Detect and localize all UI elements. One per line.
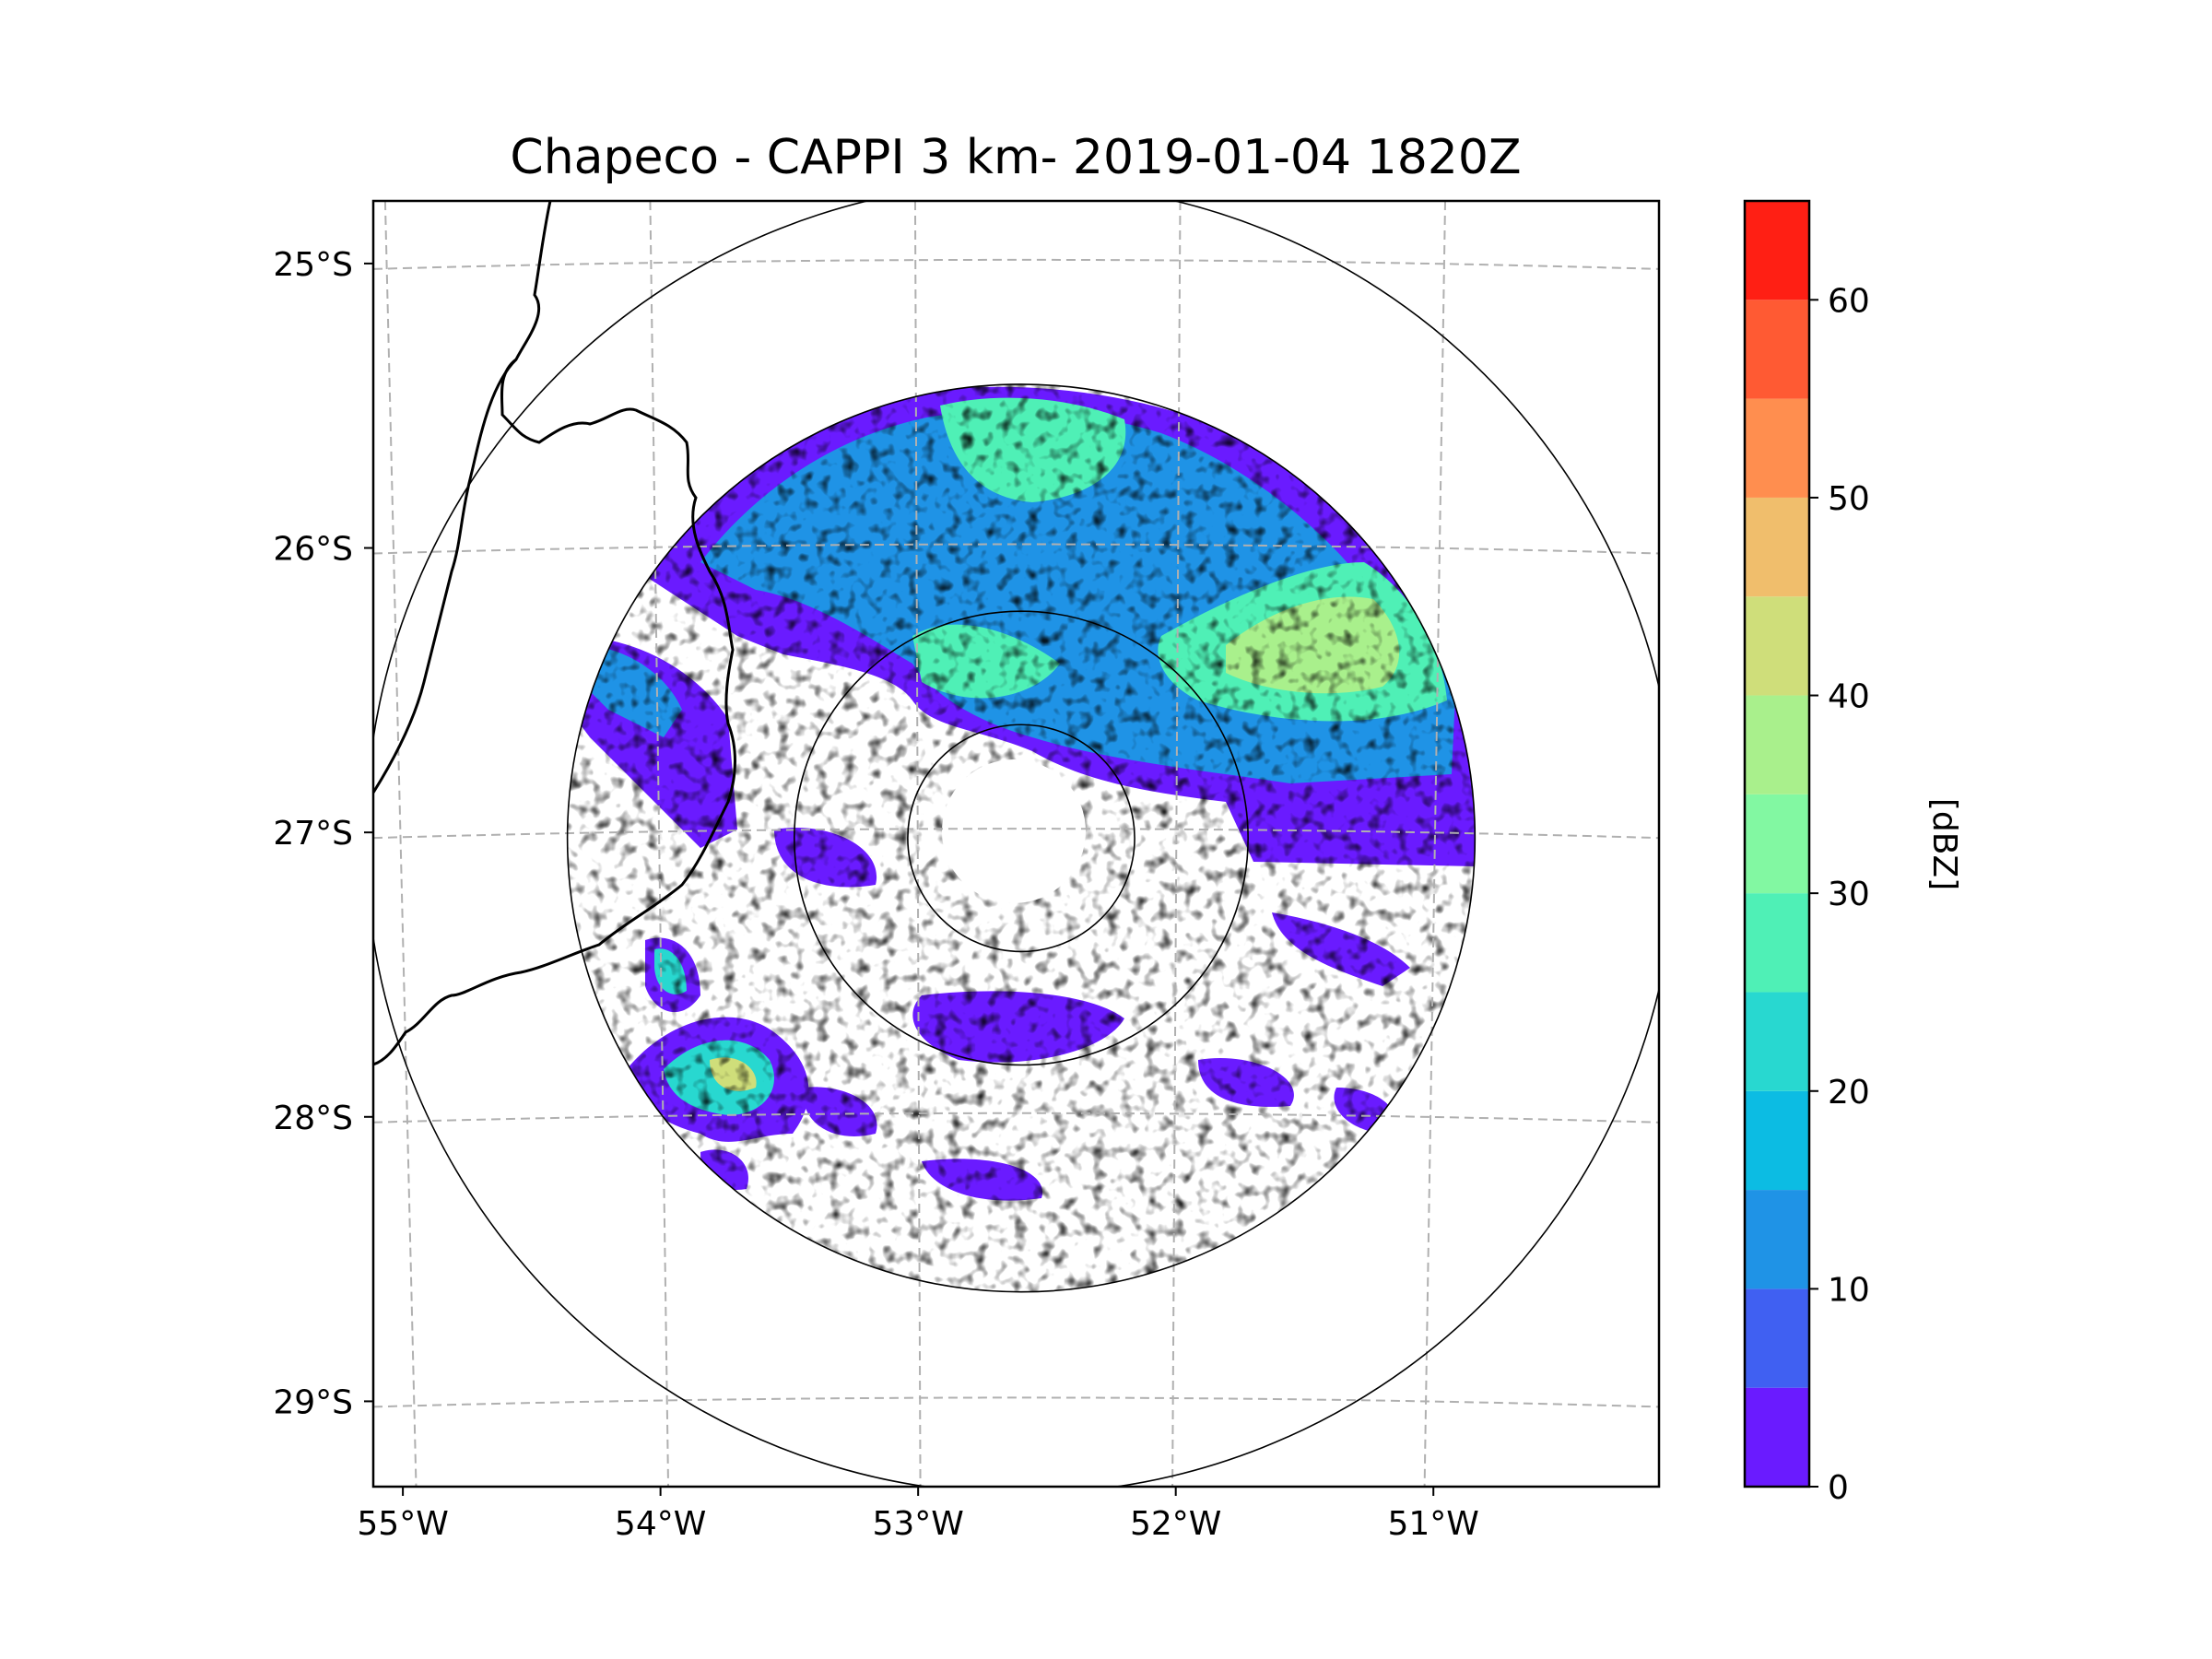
y-tick-label-2: 27°S bbox=[273, 815, 353, 853]
colorbar-tick-label-2: 20 bbox=[1828, 1074, 1870, 1112]
x-tick-label-3: 52°W bbox=[1130, 1505, 1221, 1543]
range-ring-1 bbox=[793, 610, 1249, 1066]
x-tick-label-0: 55°W bbox=[357, 1505, 448, 1543]
x-axis-ticks: 55°W 54°W 53°W 52°W 51°W bbox=[357, 1487, 1479, 1543]
colorbar: 0 10 20 30 40 50 60 bbox=[1743, 199, 1870, 1507]
y-tick-label-3: 28°S bbox=[273, 1100, 353, 1137]
x-tick-label-2: 53°W bbox=[872, 1505, 963, 1543]
colorbar-bin-8 bbox=[1745, 596, 1809, 696]
gridline-lat-3 bbox=[373, 1112, 1659, 1124]
colorbar-bin-0 bbox=[1745, 1387, 1809, 1487]
colorbar-bin-7 bbox=[1745, 695, 1809, 794]
graticule bbox=[373, 201, 1659, 1487]
gridline-lat-0 bbox=[373, 258, 1659, 270]
border-line-north bbox=[373, 358, 518, 794]
colorbar-tick-label-4: 40 bbox=[1828, 678, 1870, 716]
chart-title: Chapeco - CAPPI 3 km- 2019-01-04 1820Z bbox=[510, 130, 1521, 185]
colorbar-bin-6 bbox=[1745, 794, 1809, 894]
colorbar-bin-9 bbox=[1745, 497, 1809, 597]
colorbar-bin-12 bbox=[1745, 201, 1809, 300]
y-axis-ticks: 25°S 26°S 27°S 28°S 29°S bbox=[273, 246, 373, 1421]
plot-frame bbox=[371, 199, 1661, 1488]
colorbar-bin-1 bbox=[1745, 1288, 1809, 1388]
gridline-lon-1 bbox=[649, 201, 670, 1487]
colorbar-tick-label-6: 60 bbox=[1828, 282, 1870, 320]
gridline-lon-2 bbox=[913, 201, 922, 1487]
colorbar-bin-5 bbox=[1745, 893, 1809, 993]
colorbar-frame bbox=[1743, 199, 1811, 1488]
colorbar-tick-label-0: 0 bbox=[1828, 1469, 1849, 1507]
y-tick-label-0: 25°S bbox=[273, 246, 353, 284]
gridline-lon-3 bbox=[1171, 201, 1182, 1487]
gridline-lat-4 bbox=[373, 1396, 1659, 1408]
x-tick-label-1: 54°W bbox=[615, 1505, 706, 1543]
echo-gap-inner bbox=[942, 759, 1086, 903]
x-tick-label-4: 51°W bbox=[1388, 1505, 1479, 1543]
range-rings bbox=[373, 201, 1659, 1487]
state-borders bbox=[373, 201, 736, 1066]
colorbar-bin-4 bbox=[1745, 992, 1809, 1091]
colorbar-tick-label-3: 30 bbox=[1828, 876, 1870, 913]
colorbar-bin-11 bbox=[1745, 300, 1809, 399]
colorbar-bin-3 bbox=[1745, 1090, 1809, 1191]
colorbar-bin-10 bbox=[1745, 398, 1809, 498]
range-ring-2 bbox=[566, 383, 1477, 1293]
gridline-lat-2 bbox=[373, 828, 1659, 840]
border-line-west bbox=[373, 201, 736, 1066]
y-tick-label-4: 29°S bbox=[273, 1383, 353, 1421]
gridline-lat-1 bbox=[373, 543, 1659, 555]
colorbar-tick-label-1: 10 bbox=[1828, 1271, 1870, 1309]
y-tick-label-1: 26°S bbox=[273, 531, 353, 569]
colorbar-tick-label-5: 50 bbox=[1828, 480, 1870, 518]
gridline-lon-4 bbox=[1423, 201, 1447, 1487]
colorbar-bin-2 bbox=[1745, 1190, 1809, 1289]
range-ring-0 bbox=[907, 724, 1135, 953]
colorbar-label: [dBZ] bbox=[1925, 798, 1963, 890]
reflectivity-field bbox=[567, 383, 1476, 1292]
gridline-lon-0 bbox=[383, 201, 418, 1487]
